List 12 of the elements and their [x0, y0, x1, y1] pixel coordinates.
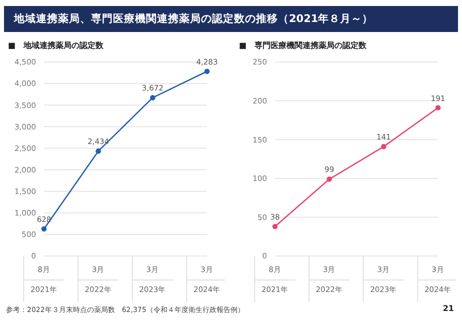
point — [150, 95, 156, 100]
point — [435, 105, 441, 110]
point — [96, 148, 101, 154]
point — [204, 68, 210, 74]
point — [272, 224, 278, 230]
chart-title: 地域連携薬局、専門医療機関連携薬局の認定数の推移（2021年８月～） — [4, 6, 458, 32]
point — [381, 144, 386, 150]
text: 21 — [442, 304, 454, 313]
chart-subtitle: ■ 専門医療機関連携薬局の認定数 — [239, 40, 368, 52]
point — [41, 226, 47, 232]
point — [326, 176, 332, 182]
chart-subtitle: ■ 地域連携薬局の認定数 — [8, 40, 105, 52]
